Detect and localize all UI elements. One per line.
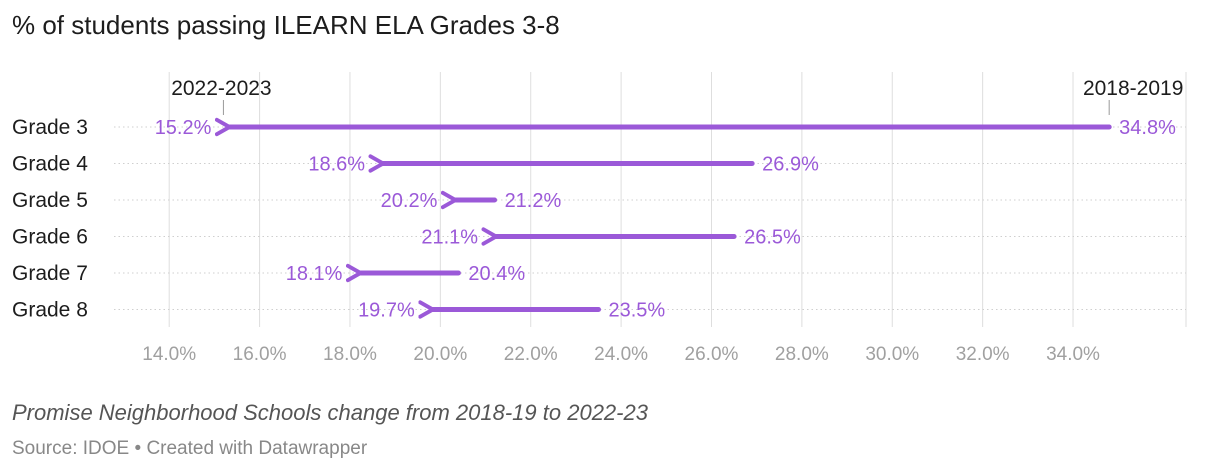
row-grade-5: Grade 5 21.2% 20.2% xyxy=(12,189,1186,212)
value-label-2018-2019: 21.2% xyxy=(505,190,562,212)
x-tick-label-30: 30.0% xyxy=(865,344,919,365)
series-header-layer: 2022-2023 2018-2019 xyxy=(171,77,1183,115)
value-label-2018-2019: 26.5% xyxy=(744,227,801,249)
x-tick-label-26: 26.0% xyxy=(685,344,739,365)
value-label-2022-2023: 20.2% xyxy=(381,190,438,212)
value-label-2022-2023: 21.1% xyxy=(421,227,478,249)
value-label-2018-2019: 20.4% xyxy=(468,263,525,285)
row-grade-7: Grade 7 20.4% 18.1% xyxy=(12,262,1186,285)
x-tick-label-24: 24.0% xyxy=(594,344,648,365)
value-label-2022-2023: 15.2% xyxy=(155,117,212,139)
series-header-2022-2023: 2022-2023 xyxy=(171,77,271,100)
source-line: Source: IDOE • Created with Datawrapper xyxy=(12,438,367,460)
x-tick-label-34: 34.0% xyxy=(1046,344,1100,365)
x-tick-label-18: 18.0% xyxy=(323,344,377,365)
x-tick-label-16: 16.0% xyxy=(233,344,287,365)
x-tick-label-20: 20.0% xyxy=(413,344,467,365)
x-tick-label-32: 32.0% xyxy=(956,344,1010,365)
row-label: Grade 4 xyxy=(12,153,88,176)
grid-layer xyxy=(168,72,1187,327)
series-header-2018-2019: 2018-2019 xyxy=(1083,77,1183,100)
value-label-2018-2019: 34.8% xyxy=(1119,117,1176,139)
chart-area: 2022-2023 2018-2019 Grade 3 34.8%15.2%Grad… xyxy=(12,72,1187,365)
x-tick-label-14: 14.0% xyxy=(142,344,196,365)
row-label: Grade 5 xyxy=(12,189,88,212)
row-label: Grade 3 xyxy=(12,116,88,139)
value-label-2022-2023: 18.6% xyxy=(308,154,365,176)
source-separator: • xyxy=(134,438,142,459)
chart-title: % of students passing ILEARN ELA Grades … xyxy=(12,10,560,40)
x-axis-tick-labels: 14.0% 16.0% 18.0% 20.0% 22.0% 24.0% 26.0% 28.0%… xyxy=(142,344,1100,365)
row-label: Grade 8 xyxy=(12,299,88,322)
row-grade-4: Grade 4 26.9% 18.6% xyxy=(12,153,1186,176)
value-label-2018-2019: 26.9% xyxy=(762,154,819,176)
x-tick-label-28: 28.0% xyxy=(775,344,829,365)
rows-layer: Grade 3 34.8%15.2%Grade 4 26.9%18.6%Grade … xyxy=(12,116,1186,322)
row-label: Grade 6 xyxy=(12,226,88,249)
row-grade-3: Grade 3 34.8% 15.2% xyxy=(12,116,1186,139)
chart-subtitle: Promise Neighborhood Schools change from… xyxy=(12,400,648,425)
value-label-2022-2023: 18.1% xyxy=(286,263,343,285)
row-label: Grade 7 xyxy=(12,262,88,285)
source-label: Source: IDOE xyxy=(12,438,130,459)
row-grade-8: Grade 8 23.5% 19.7% xyxy=(12,299,1186,322)
x-tick-label-22: 22.0% xyxy=(504,344,558,365)
row-grade-6: Grade 6 26.5% 21.1% xyxy=(12,226,1186,249)
value-label-2022-2023: 19.7% xyxy=(358,300,415,322)
datawrapper-credit-link[interactable]: Created with Datawrapper xyxy=(146,438,368,459)
value-label-2018-2019: 23.5% xyxy=(609,300,666,322)
